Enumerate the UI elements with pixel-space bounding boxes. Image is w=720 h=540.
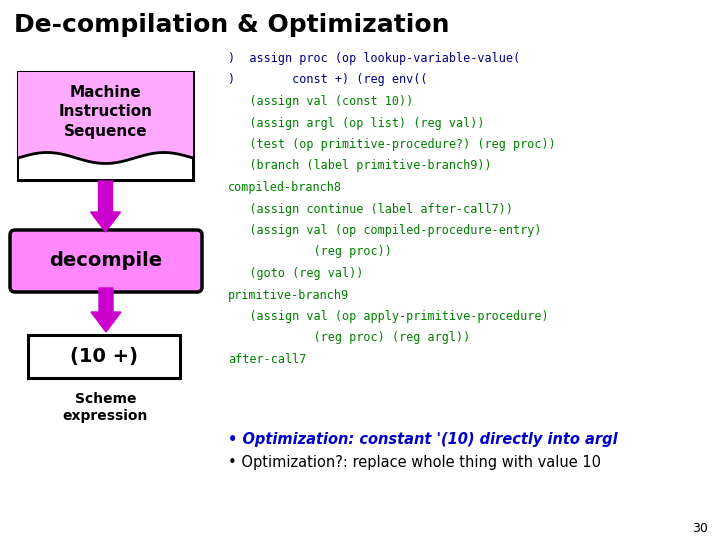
Text: (10 +): (10 +)	[70, 347, 138, 366]
Text: (test (op primitive-procedure?) (reg proc)): (test (op primitive-procedure?) (reg pro…	[228, 138, 556, 151]
Text: (reg proc)): (reg proc))	[228, 246, 392, 259]
FancyBboxPatch shape	[10, 230, 202, 292]
Text: • Optimization?: replace whole thing with value 10: • Optimization?: replace whole thing wit…	[228, 455, 601, 470]
FancyArrow shape	[91, 288, 121, 332]
FancyBboxPatch shape	[18, 72, 193, 158]
Text: (branch (label primitive-branch9)): (branch (label primitive-branch9))	[228, 159, 492, 172]
FancyBboxPatch shape	[18, 72, 193, 180]
FancyArrow shape	[91, 181, 120, 232]
Text: )        const +) (reg env((: ) const +) (reg env((	[228, 73, 428, 86]
Text: Scheme
expression: Scheme expression	[63, 392, 148, 423]
Text: )  assign proc (op lookup-variable-value(: ) assign proc (op lookup-variable-value(	[228, 52, 520, 65]
Text: compiled-branch8: compiled-branch8	[228, 181, 342, 194]
Text: (assign continue (label after-call7)): (assign continue (label after-call7))	[228, 202, 513, 215]
Text: 30: 30	[692, 522, 708, 535]
Text: • Optimization: constant '(10) directly into argl: • Optimization: constant '(10) directly …	[228, 432, 618, 447]
Text: (assign val (op compiled-procedure-entry): (assign val (op compiled-procedure-entry…	[228, 224, 541, 237]
Text: (assign val (const 10)): (assign val (const 10))	[228, 95, 413, 108]
Text: (reg proc) (reg argl)): (reg proc) (reg argl))	[228, 332, 470, 345]
Polygon shape	[19, 152, 192, 179]
Text: after-call7: after-call7	[228, 353, 307, 366]
Text: (goto (reg val)): (goto (reg val))	[228, 267, 364, 280]
Text: (assign argl (op list) (reg val)): (assign argl (op list) (reg val))	[228, 117, 485, 130]
Text: (assign val (op apply-primitive-procedure): (assign val (op apply-primitive-procedur…	[228, 310, 549, 323]
Text: decompile: decompile	[50, 252, 163, 271]
Text: primitive-branch9: primitive-branch9	[228, 288, 349, 301]
Text: Machine
Instruction
Sequence: Machine Instruction Sequence	[58, 85, 153, 139]
Text: De-compilation & Optimization: De-compilation & Optimization	[14, 13, 449, 37]
Bar	[28, 335, 180, 378]
